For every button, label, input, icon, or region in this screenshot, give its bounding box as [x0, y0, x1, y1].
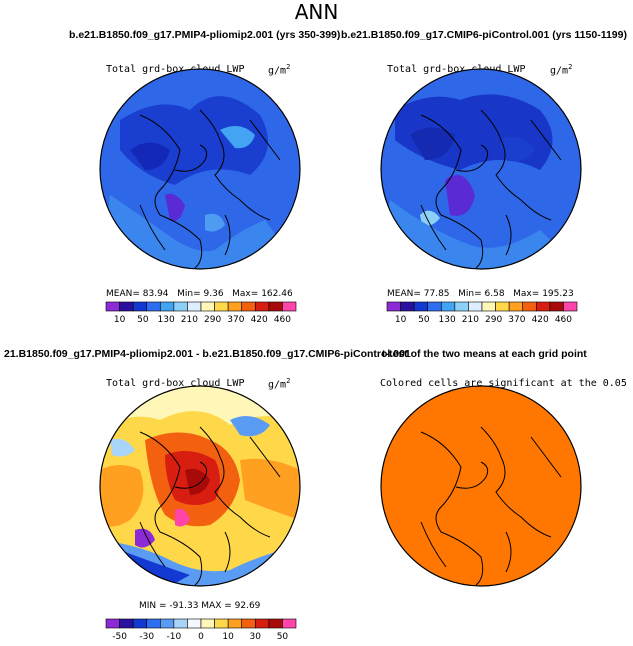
colorbar-1-swatch: [119, 301, 134, 312]
colorbar-3-swatch: [227, 618, 243, 629]
panel-4-coastlines: [420, 426, 562, 586]
panel-3-header: 21.B1850.f09_g17.PMIP4-pliomip2.001 - b.…: [4, 348, 411, 360]
panel-3-variable: Total grd-box cloud LWP: [106, 378, 245, 389]
colorbar-2-tick-label: 10: [395, 315, 407, 325]
colorbar-3-swatch: [187, 618, 202, 629]
panel-4-header: t-test of the two means at each grid poi…: [382, 348, 587, 360]
colorbar-2-swatch: [440, 301, 456, 312]
panel-3-units: g/m2: [268, 377, 291, 391]
colorbar-1-swatch: [187, 301, 202, 312]
colorbar-1-tick-label: 420: [251, 315, 268, 325]
panel-4-map: [380, 385, 582, 587]
colorbar-1-swatch: [227, 301, 243, 312]
colorbar-3-swatch: [254, 618, 270, 629]
panel-1-header: b.e21.B1850.f09_g17.PMIP4-pliomip2.001 (…: [69, 29, 341, 41]
colorbar-3-tick-label: 30: [250, 632, 262, 642]
colorbar-1-swatch: [173, 301, 188, 312]
colorbar-1-tick-label: 210: [181, 315, 198, 325]
colorbar-2-swatch: [495, 301, 510, 312]
colorbar-1-tick-label: 10: [114, 315, 126, 325]
panel-2-variable: Total grd-box cloud LWP: [387, 64, 526, 75]
colorbar-3-swatch: [268, 618, 283, 629]
colorbar-2-tick-label: 460: [555, 315, 572, 325]
panel-1-map-border: [99, 68, 301, 270]
colorbar-3-swatch: [146, 618, 161, 629]
colorbar-1-swatch: [214, 301, 229, 312]
panel-1-map: [100, 69, 300, 269]
colorbar-2-swatch: [508, 301, 524, 312]
panel-3-stats: MIN = -91.33 MAX = 92.69: [139, 601, 261, 611]
colorbar-2-tick-label: 210: [462, 315, 479, 325]
colorbar-1-swatch: [105, 301, 120, 312]
colorbar-2-swatch: [481, 301, 496, 312]
colorbar-3-swatch: [119, 618, 134, 629]
colorbar-3-tick-label: 50: [277, 632, 289, 642]
panel-1-units: g/m2: [268, 63, 291, 77]
colorbar-1-tick-label: 370: [227, 315, 244, 325]
colorbar-1-tick-label: 460: [274, 315, 291, 325]
panel-2-coastlines: [420, 109, 562, 269]
colorbar-1-swatch: [159, 301, 175, 312]
colorbar-1-swatch: [268, 301, 283, 312]
page-title: ANN: [294, 0, 339, 24]
colorbar-1-tick-label: 50: [137, 315, 149, 325]
colorbar-3-tick-label: -10: [167, 632, 182, 642]
colorbar-3-swatch: [173, 618, 188, 629]
colorbar-3-tick-label: 10: [222, 632, 234, 642]
colorbar-2-swatch: [454, 301, 469, 312]
panel-2-stats: MEAN= 77.85 Min= 6.58 Max= 195.23: [387, 289, 574, 299]
colorbar-3-swatch: [132, 618, 148, 629]
colorbar-2-swatch: [535, 301, 551, 312]
colorbar-2-tick-label: 50: [418, 315, 430, 325]
colorbar-1-swatch: [254, 301, 270, 312]
colorbar-1-tick-label: 290: [204, 315, 221, 325]
colorbar-1-tick-label: 130: [158, 315, 175, 325]
colorbar-2-tick-label: 130: [439, 315, 456, 325]
colorbar-1-swatch: [200, 301, 215, 312]
colorbar-3-tick-label: 0: [198, 632, 204, 642]
colorbar-1-swatch: [241, 301, 256, 312]
colorbar-2-tick-label: 420: [532, 315, 549, 325]
panel-3-coastlines: [139, 426, 281, 586]
panel-2-units: g/m2: [550, 63, 573, 77]
colorbar-3-swatch: [214, 618, 229, 629]
colorbar-3-swatch: [282, 618, 297, 629]
colorbar-3-swatch: [241, 618, 256, 629]
panel-2-map-border: [380, 68, 582, 270]
colorbar-3-swatch: [105, 618, 120, 629]
panel-1-stats: MEAN= 83.94 Min= 9.36 Max= 162.46: [106, 289, 293, 299]
panel-3-map-border: [99, 385, 301, 587]
panel-2-colorbar: 10 50 130 210 290 370 420 460: [386, 301, 578, 325]
colorbar-2-tick-label: 290: [485, 315, 502, 325]
panel-1-variable: Total grd-box cloud LWP: [106, 64, 245, 75]
colorbar-2-swatch: [427, 301, 442, 312]
colorbar-3-swatch: [200, 618, 215, 629]
colorbar-2-swatch: [563, 301, 578, 312]
panel-2-header: b.e21.B1850.f09_g17.CMIP6-piControl.001 …: [341, 29, 627, 41]
colorbar-2-tick-label: 370: [508, 315, 525, 325]
colorbar-2-swatch: [549, 301, 564, 312]
colorbar-3-tick-label: -50: [112, 632, 127, 642]
colorbar-2-swatch: [386, 301, 401, 312]
panel-1-colorbar: 10 50 130 210 290 370 420 460: [105, 301, 297, 325]
colorbar-1-swatch: [282, 301, 297, 312]
panel-2-map: [381, 69, 581, 269]
panel-3-map: [100, 386, 300, 586]
colorbar-1-swatch: [132, 301, 148, 312]
colorbar-3-swatch: [159, 618, 175, 629]
colorbar-3-tick-label: -30: [139, 632, 154, 642]
panel-4-variable: Colored cells are significant at the 0.0…: [380, 378, 633, 389]
panel-3-colorbar: -50 -30 -10 0 10 30 50: [105, 618, 297, 642]
panel-1-coastlines: [139, 109, 281, 269]
colorbar-2-swatch: [522, 301, 537, 312]
colorbar-2-swatch: [468, 301, 483, 312]
colorbar-2-swatch: [400, 301, 415, 312]
colorbar-2-swatch: [413, 301, 429, 312]
colorbar-1-swatch: [146, 301, 161, 312]
